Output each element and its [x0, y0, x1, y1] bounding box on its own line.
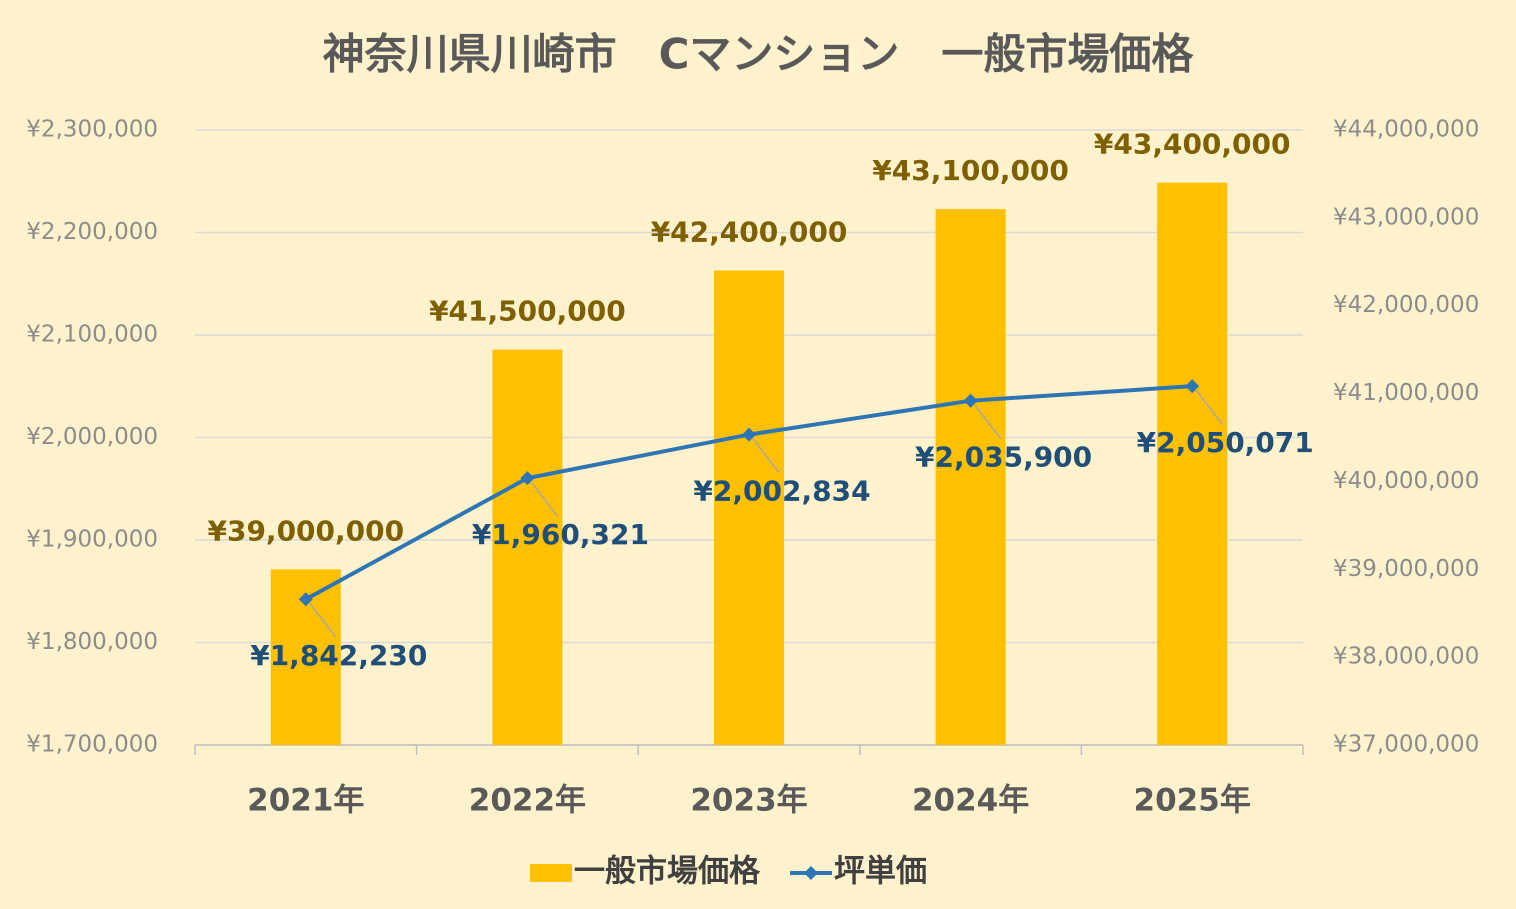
bar-value-label: ¥43,100,000	[872, 154, 1069, 187]
x-tick-label: 2025年	[1134, 783, 1251, 819]
bar-value-label: ¥39,000,000	[207, 514, 404, 547]
line-value-label: ¥1,960,321	[472, 518, 649, 551]
x-tick-label: 2024年	[912, 783, 1029, 819]
x-tick-label: 2021年	[247, 783, 364, 819]
line-value-label: ¥2,050,071	[1137, 426, 1314, 459]
leader-line	[752, 438, 780, 474]
y2-tick-label: ¥42,000,000	[1333, 292, 1479, 318]
y-tick-label: ¥1,700,000	[26, 732, 158, 758]
leader-line	[530, 481, 558, 517]
chart-title: 神奈川県川崎市 Cマンション 一般市場価格	[323, 30, 1195, 79]
line-value-label: ¥1,842,230	[250, 639, 427, 672]
y-tick-label: ¥1,800,000	[26, 629, 158, 655]
legend-label: 坪単価	[834, 854, 927, 890]
y-tick-label: ¥2,000,000	[26, 424, 158, 450]
y2-tick-label: ¥40,000,000	[1333, 468, 1479, 494]
y2-tick-label: ¥38,000,000	[1333, 644, 1479, 670]
bar	[1157, 182, 1228, 745]
y-tick-label: ¥2,200,000	[26, 219, 158, 245]
y2-tick-label: ¥41,000,000	[1333, 380, 1479, 406]
line-value-label: ¥2,002,834	[693, 475, 870, 508]
marker	[520, 471, 535, 486]
marker	[1185, 379, 1200, 394]
marker	[298, 592, 313, 607]
y-tick-label: ¥2,100,000	[26, 322, 158, 348]
y2-tick-label: ¥37,000,000	[1333, 732, 1479, 758]
bar-value-label: ¥43,400,000	[1094, 128, 1291, 161]
y-tick-label: ¥1,900,000	[26, 527, 158, 553]
line-value-label: ¥2,035,900	[915, 441, 1092, 474]
x-tick-label: 2022年	[469, 783, 586, 819]
x-tick-label: 2023年	[690, 783, 807, 819]
y2-tick-label: ¥44,000,000	[1333, 117, 1479, 143]
bar	[714, 270, 784, 745]
legend-marker	[804, 866, 818, 880]
y2-tick-label: ¥39,000,000	[1333, 556, 1479, 582]
leader-line	[974, 404, 1002, 440]
y-tick-label: ¥2,300,000	[26, 117, 158, 143]
marker	[742, 427, 756, 442]
y2-tick-label: ¥43,000,000	[1333, 204, 1479, 230]
legend-swatch	[530, 864, 572, 882]
leader-line	[1195, 389, 1223, 425]
marker	[963, 393, 978, 408]
bar-value-label: ¥41,500,000	[429, 295, 626, 328]
bar-value-label: ¥42,400,000	[651, 216, 848, 249]
legend-label: 一般市場価格	[574, 854, 761, 890]
leader-line	[309, 602, 337, 638]
bar	[935, 209, 1006, 746]
bar	[492, 349, 563, 745]
